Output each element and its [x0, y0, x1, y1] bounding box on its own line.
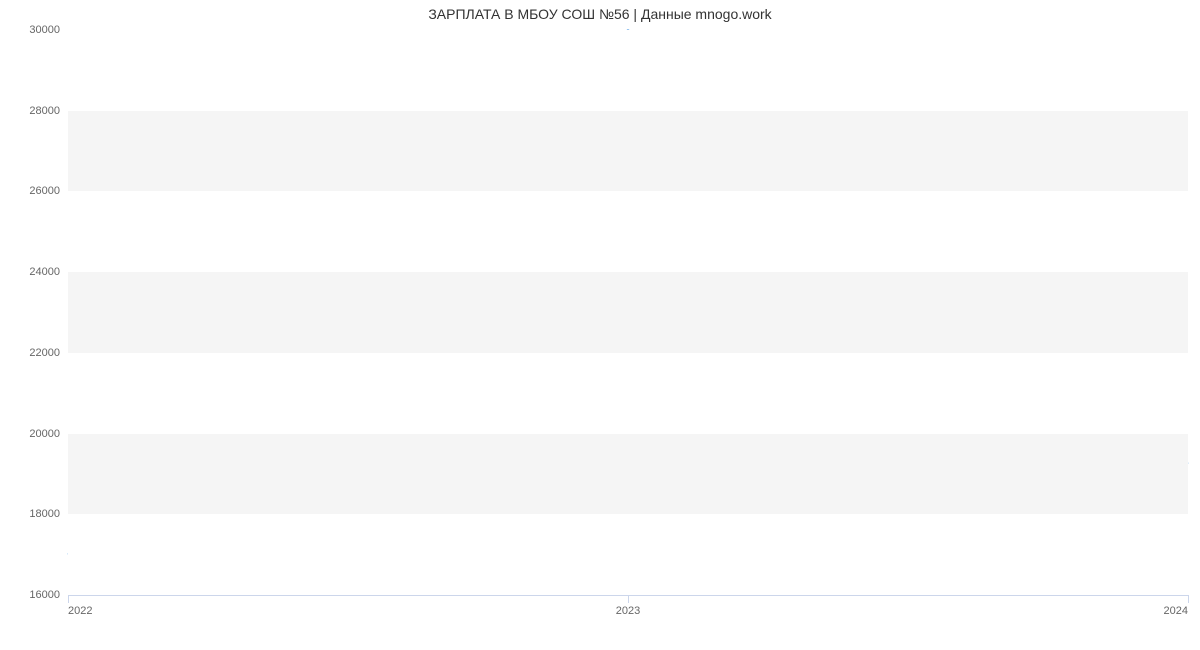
y-tick-label: 16000 — [0, 589, 60, 601]
y-tick-label: 26000 — [0, 185, 60, 197]
x-tick — [1188, 595, 1189, 603]
x-tick-label: 2023 — [616, 605, 640, 617]
grid-band — [68, 272, 1188, 353]
y-tick-label: 20000 — [0, 428, 60, 440]
grid-band — [68, 353, 1188, 434]
grid-band — [68, 191, 1188, 272]
chart-title: ЗАРПЛАТА В МБОУ СОШ №56 | Данные mnogo.w… — [0, 6, 1200, 22]
y-tick-label: 18000 — [0, 508, 60, 520]
grid-band — [68, 30, 1188, 111]
x-tick — [68, 595, 69, 603]
plot-area — [68, 30, 1188, 595]
grid-band — [68, 434, 1188, 515]
x-tick — [628, 595, 629, 603]
grid-band — [68, 514, 1188, 595]
grid-band — [68, 111, 1188, 192]
salary-line-chart: ЗАРПЛАТА В МБОУ СОШ №56 | Данные mnogo.w… — [0, 0, 1200, 650]
y-tick-label: 28000 — [0, 105, 60, 117]
y-tick-label: 24000 — [0, 266, 60, 278]
x-tick-label: 2022 — [68, 605, 92, 617]
y-tick-label: 22000 — [0, 347, 60, 359]
y-tick-label: 30000 — [0, 24, 60, 36]
x-tick-label: 2024 — [1164, 605, 1188, 617]
